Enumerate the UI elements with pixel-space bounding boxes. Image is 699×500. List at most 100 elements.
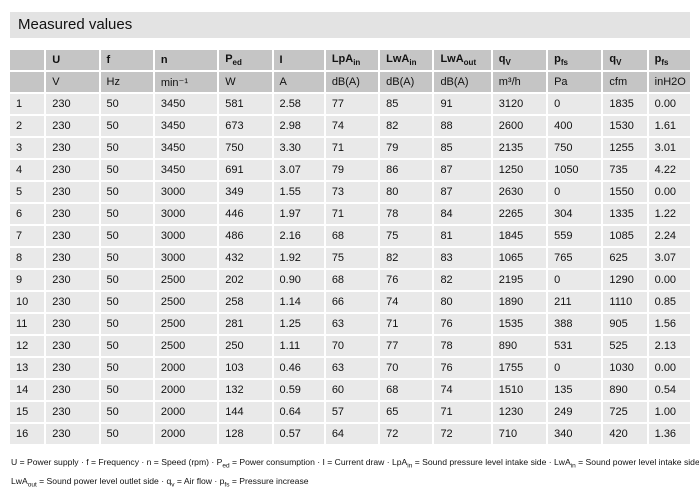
table-cell: 2000 xyxy=(154,402,218,422)
table-cell: 2.24 xyxy=(648,226,690,246)
table-cell: 281 xyxy=(219,314,272,334)
table-cell: 63 xyxy=(325,358,379,378)
table-cell: 486 xyxy=(219,226,272,246)
table-cell: 230 xyxy=(46,226,99,246)
footnote-line-2: LwAout = Sound power level outlet side ·… xyxy=(11,475,309,489)
table-cell: 1.25 xyxy=(273,314,324,334)
row-number: 15 xyxy=(10,402,45,422)
table-cell: 50 xyxy=(100,358,153,378)
table-cell: 50 xyxy=(100,336,153,356)
table-cell: 3000 xyxy=(154,204,218,224)
table-cell: 340 xyxy=(548,424,602,444)
table-cell: 1.55 xyxy=(273,182,324,202)
table-row: 15 230 50 2000 144 0.64 57 65 71 1230 249 725 1.00 xyxy=(10,402,690,422)
table-cell: 2195 xyxy=(492,270,547,290)
row-number: 13 xyxy=(10,358,45,378)
table-cell: 1250 xyxy=(492,160,547,180)
table-body: 1 230 50 3450 581 2.58 77 85 91 3120 0 1835 0.00 2 230… xyxy=(10,94,690,444)
table-row: 12 230 50 2500 250 1.11 70 77 78 890 531 525 2.13 xyxy=(10,336,690,356)
table-cell: 70 xyxy=(325,336,379,356)
table-cell: 2.98 xyxy=(273,116,324,136)
table-cell: 258 xyxy=(219,292,272,312)
column-unit: cfm xyxy=(603,72,647,92)
table-cell: 1890 xyxy=(492,292,547,312)
table-cell: 75 xyxy=(380,226,433,246)
footnote-line-1: U = Power supply · f = Frequency · n = S… xyxy=(11,457,699,470)
column-header: LwAin xyxy=(380,50,433,70)
table-row: 1 230 50 3450 581 2.58 77 85 91 3120 0 1835 0.00 xyxy=(10,94,690,114)
table-row: 8 230 50 3000 432 1.92 75 82 83 1065 765 625 3.07 xyxy=(10,248,690,268)
table-cell: 1535 xyxy=(492,314,547,334)
table-cell: 77 xyxy=(325,94,379,114)
table-cell: 230 xyxy=(46,138,99,158)
table-cell: 1290 xyxy=(603,270,647,290)
column-header: LwAout xyxy=(434,50,491,70)
table-cell: 50 xyxy=(100,204,153,224)
table-cell: 86 xyxy=(380,160,433,180)
table-cell: 1030 xyxy=(603,358,647,378)
table-cell: 230 xyxy=(46,204,99,224)
table-cell: 725 xyxy=(603,402,647,422)
row-number: 6 xyxy=(10,204,45,224)
column-unit: dB(A) xyxy=(325,72,379,92)
row-number: 9 xyxy=(10,270,45,290)
column-unit: Hz xyxy=(100,72,153,92)
table-cell: 230 xyxy=(46,358,99,378)
table-cell: 50 xyxy=(100,160,153,180)
table-cell: 1050 xyxy=(548,160,602,180)
table-cell: 905 xyxy=(603,314,647,334)
column-unit: V xyxy=(46,72,99,92)
table-row: 14 230 50 2000 132 0.59 60 68 74 1510 135 890 0.54 xyxy=(10,380,690,400)
table-cell: 2000 xyxy=(154,424,218,444)
table-cell: 1.22 xyxy=(648,204,690,224)
table-cell: 710 xyxy=(492,424,547,444)
table-cell: 72 xyxy=(380,424,433,444)
table-row: 16 230 50 2000 128 0.57 64 72 72 710 340 420 1.36 xyxy=(10,424,690,444)
table-cell: 1.97 xyxy=(273,204,324,224)
table-cell: 3.07 xyxy=(273,160,324,180)
table-cell: 2.58 xyxy=(273,94,324,114)
table-cell: 3000 xyxy=(154,182,218,202)
table-cell: 63 xyxy=(325,314,379,334)
table-cell: 531 xyxy=(548,336,602,356)
table-cell: 230 xyxy=(46,270,99,290)
column-header: n xyxy=(154,50,218,70)
row-number: 7 xyxy=(10,226,45,246)
row-number: 2 xyxy=(10,116,45,136)
table-cell: 2500 xyxy=(154,314,218,334)
table-cell: 1255 xyxy=(603,138,647,158)
table-cell: 250 xyxy=(219,336,272,356)
table-cell: 0.00 xyxy=(648,94,690,114)
table-cell: 4.22 xyxy=(648,160,690,180)
table-cell: 230 xyxy=(46,292,99,312)
table-cell: 60 xyxy=(325,380,379,400)
table-cell: 71 xyxy=(325,204,379,224)
table-row: 4 230 50 3450 691 3.07 79 86 87 1250 1050 735 4.22 xyxy=(10,160,690,180)
table-cell: 230 xyxy=(46,402,99,422)
table-row: 5 230 50 3000 349 1.55 73 80 87 2630 0 1550 0.00 xyxy=(10,182,690,202)
row-number: 3 xyxy=(10,138,45,158)
column-unit: dB(A) xyxy=(380,72,433,92)
table-cell: 2265 xyxy=(492,204,547,224)
table-cell: 71 xyxy=(325,138,379,158)
table-cell: 765 xyxy=(548,248,602,268)
table-cell: 50 xyxy=(100,424,153,444)
column-header xyxy=(10,50,45,70)
table-cell: 80 xyxy=(380,182,433,202)
table-cell: 82 xyxy=(380,116,433,136)
table-cell: 890 xyxy=(603,380,647,400)
table-cell: 70 xyxy=(380,358,433,378)
table-cell: 50 xyxy=(100,94,153,114)
table-cell: 1065 xyxy=(492,248,547,268)
table-row: 7 230 50 3000 486 2.16 68 75 81 1845 559 1085 2.24 xyxy=(10,226,690,246)
table-cell: 68 xyxy=(325,226,379,246)
table-cell: 691 xyxy=(219,160,272,180)
table-cell: 77 xyxy=(380,336,433,356)
table-cell: 230 xyxy=(46,182,99,202)
table-cell: 2630 xyxy=(492,182,547,202)
table-cell: 87 xyxy=(434,160,491,180)
table-cell: 1530 xyxy=(603,116,647,136)
